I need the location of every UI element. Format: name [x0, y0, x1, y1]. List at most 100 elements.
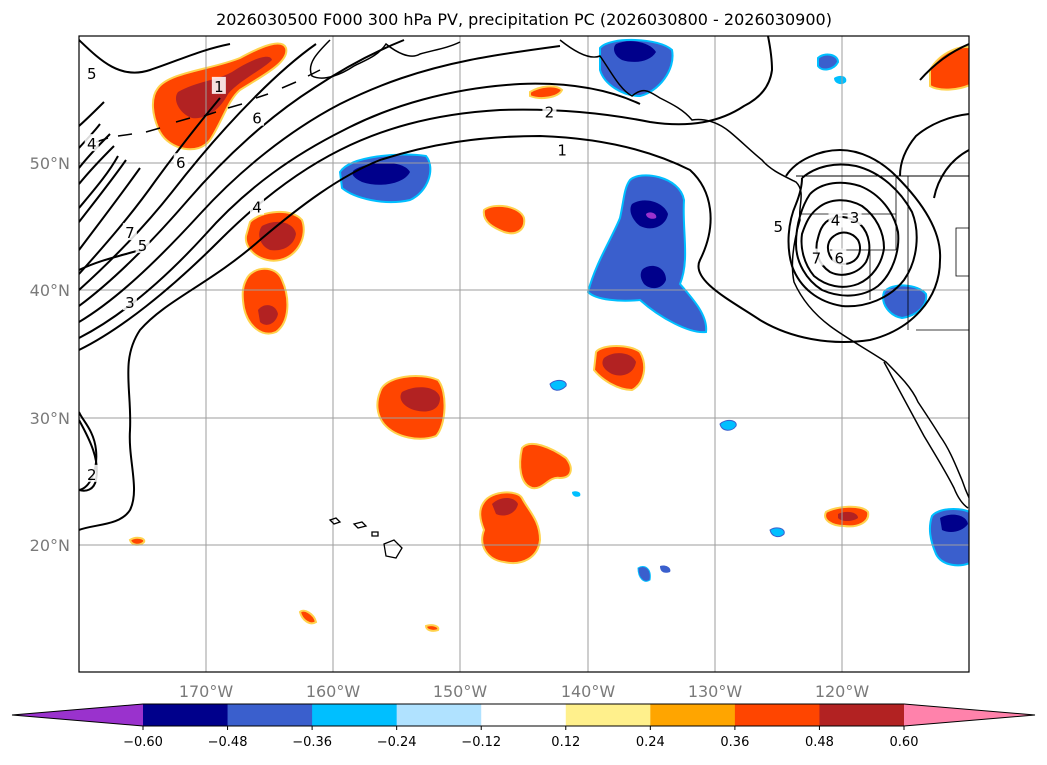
lon-label-160w: 160°W	[306, 682, 361, 701]
contour-label: 7	[125, 224, 135, 242]
colorbar-extend-min	[12, 704, 143, 726]
pv-contour-2	[79, 36, 774, 491]
contour-label-bg	[122, 223, 137, 241]
precip-blob-125w-21n	[769, 527, 785, 538]
lon-label-130w: 130°W	[688, 682, 743, 701]
contour-label-bg	[173, 153, 188, 171]
precip-blob-162w-15n	[298, 609, 318, 625]
contour-label: 4	[87, 135, 97, 153]
contour-label: 3	[125, 294, 135, 312]
precip-blob-133w-18n	[660, 565, 671, 573]
colorbar-tick-label: −0.12	[461, 735, 501, 750]
pv-contour-4	[79, 45, 900, 323]
precip-blob-152w-31n-core	[400, 387, 440, 412]
contour-label-bg	[542, 102, 557, 120]
pv-contour-13	[933, 149, 969, 199]
precip-blob-121w-58n-a	[817, 53, 840, 71]
lat-label-30n: 30°N	[30, 409, 70, 428]
contour-label: 7	[812, 250, 822, 268]
colorbar-tick-label: −0.60	[123, 735, 163, 750]
precip-blob-141w-24n	[572, 491, 581, 497]
precip-blob-137w-35n-core	[602, 353, 636, 376]
precip-blob-128w-29n	[719, 419, 737, 431]
map-frame	[78, 35, 970, 673]
contour-label-bg	[828, 210, 843, 228]
contour-label: 5	[87, 65, 97, 83]
lat-label-40n: 40°N	[30, 281, 70, 300]
map-title: 2026030500 F000 300 hPa PV, precipitatio…	[216, 10, 832, 29]
contour-label-bg	[135, 235, 150, 253]
precip-blob-134w-42n-core-c	[640, 265, 666, 289]
pv-contour-14	[919, 43, 969, 81]
contour-label-bg	[84, 64, 99, 82]
precip-blob-134w-42n	[586, 174, 708, 334]
colorbar-tick-labels: −0.60 −0.48 −0.36 −0.24 −0.12 0.12 0.24 0.36 0.4…	[123, 726, 918, 750]
precip-blob-112w-58n	[929, 46, 969, 91]
contour-label-bg	[847, 207, 862, 225]
contour-label: 5	[138, 237, 148, 255]
pv-contour-1	[79, 134, 942, 531]
colorbar-tick-label: 0.12	[551, 735, 580, 750]
colorbar-tick-label: −0.36	[292, 735, 332, 750]
colorbar-tick-label: 0.36	[720, 735, 749, 750]
precip-blob-143w-25n	[519, 442, 572, 490]
pv-contours	[79, 36, 969, 531]
contour-label-bg	[250, 197, 264, 215]
contour-label: 6	[176, 154, 186, 172]
contour-label-bg	[809, 248, 824, 266]
coastline-alaska	[309, 39, 461, 79]
colorbar-segment	[312, 704, 398, 726]
contour-label-bg	[84, 134, 99, 152]
contour-label-bg	[211, 76, 226, 94]
colorbar-extend-max	[904, 704, 1035, 726]
contour-label: 3	[850, 209, 860, 227]
contour-label: 4	[252, 199, 262, 217]
colorbar	[11, 703, 1036, 727]
precip-blob-134w-42n-core-b	[646, 212, 657, 219]
precip-blob-120w-22n-core	[838, 511, 858, 521]
contour-label: 2	[87, 466, 97, 484]
contour-label: 6	[835, 250, 845, 268]
map-area	[79, 36, 969, 672]
pv-contour-7	[79, 97, 861, 275]
precip-blob-121w-58n-b	[834, 75, 847, 85]
pv-contour-3	[79, 82, 918, 339]
contour-label: 2	[545, 103, 555, 121]
precip-blob-gulf-alaska-core	[614, 41, 656, 62]
pv-contour-10	[79, 249, 141, 271]
colorbar-segment	[565, 704, 651, 726]
contour-label-bg	[84, 464, 99, 482]
pv-contour-12	[899, 113, 969, 177]
precip-blob-135w-18n	[637, 566, 651, 582]
precip-blob-143w-56n	[529, 85, 564, 99]
contour-label: 1	[214, 78, 224, 96]
precip-blob-112w-20n-core	[940, 514, 968, 532]
contour-label: 5	[774, 218, 784, 236]
precip-blob-175w-20n	[128, 536, 146, 546]
lon-label-150w: 150°W	[433, 682, 488, 701]
colorbar-tick-label: −0.48	[208, 735, 248, 750]
precip-blob-146w-46n	[482, 204, 526, 235]
colorbar-segment	[819, 704, 905, 726]
precip-blob-142w-32n	[549, 379, 567, 391]
contour-label: 4	[831, 211, 841, 229]
pv-contour-5	[79, 39, 886, 307]
colorbar-segment	[650, 704, 736, 726]
graticule	[79, 36, 969, 672]
coastline-aleutians	[95, 69, 321, 143]
lon-label-120w: 120°W	[815, 682, 870, 701]
precip-blob-151w-14n	[424, 624, 440, 632]
colorbar-tick-label: 0.48	[805, 735, 834, 750]
colorbar-segment	[396, 704, 482, 726]
precip-blob-155w-49n-core	[352, 162, 410, 185]
colorbar-segment	[481, 704, 567, 726]
hawaiian-islands	[328, 517, 403, 559]
lon-label-140w: 140°W	[561, 682, 616, 701]
colorbar-segment	[227, 704, 313, 726]
colorbar-segment	[143, 704, 229, 726]
contour-label-bg	[832, 248, 847, 266]
precip-blob-165w-45n-core	[259, 221, 296, 251]
